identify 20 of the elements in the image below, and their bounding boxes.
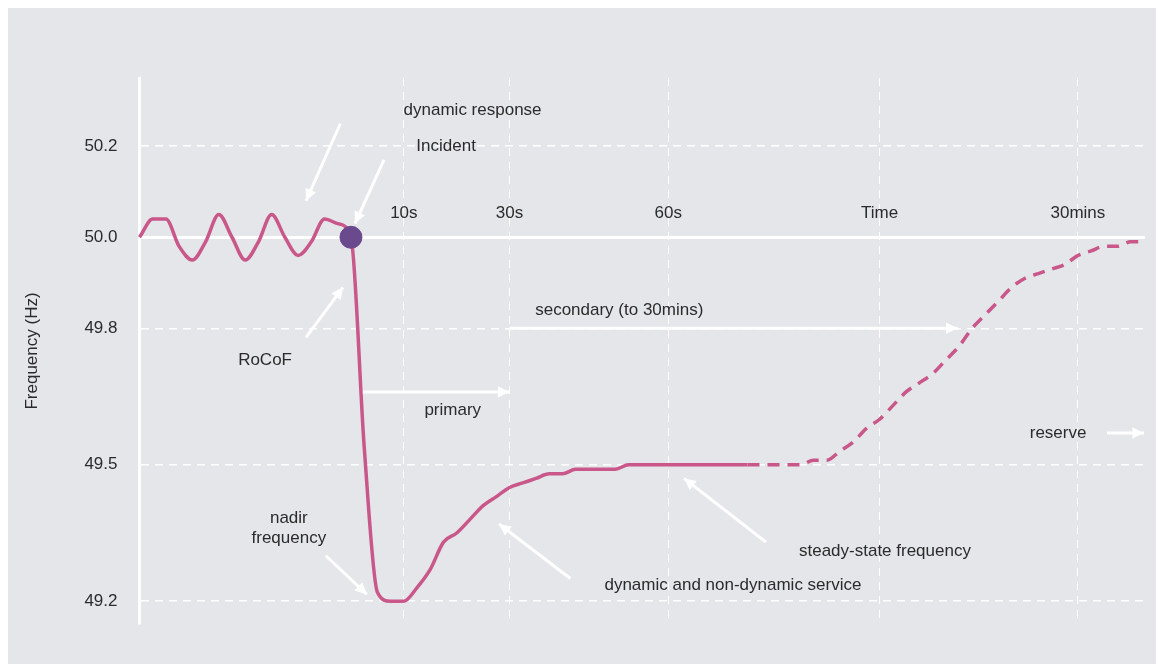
- y-tick-label: 49.8: [84, 317, 118, 337]
- annotation: primary: [424, 399, 482, 419]
- x-tick-label: 30mins: [1050, 203, 1106, 223]
- x-tick-label: Time: [861, 203, 899, 223]
- annotation: Incident: [416, 135, 477, 155]
- annotation: dynamic response: [403, 99, 542, 119]
- y-tick-label: 49.2: [84, 590, 118, 610]
- annotation: nadir frequency: [251, 508, 327, 548]
- annotation: RoCoF: [238, 349, 292, 369]
- y-tick-label: 50.0: [84, 226, 118, 246]
- y-tick-label: 49.5: [84, 454, 118, 474]
- annotation: secondary (to 30mins): [535, 299, 704, 319]
- y-tick-label: 50.2: [84, 135, 118, 155]
- annotation: dynamic and non-dynamic service: [604, 575, 862, 595]
- x-tick-label: 10s: [390, 203, 418, 223]
- annotation: steady-state frequency: [798, 540, 972, 560]
- x-tick-label: 30s: [495, 203, 524, 223]
- annotation: reserve: [1029, 422, 1087, 442]
- x-tick-label: 60s: [654, 203, 682, 223]
- y-axis-title: Frequency (Hz): [21, 292, 41, 410]
